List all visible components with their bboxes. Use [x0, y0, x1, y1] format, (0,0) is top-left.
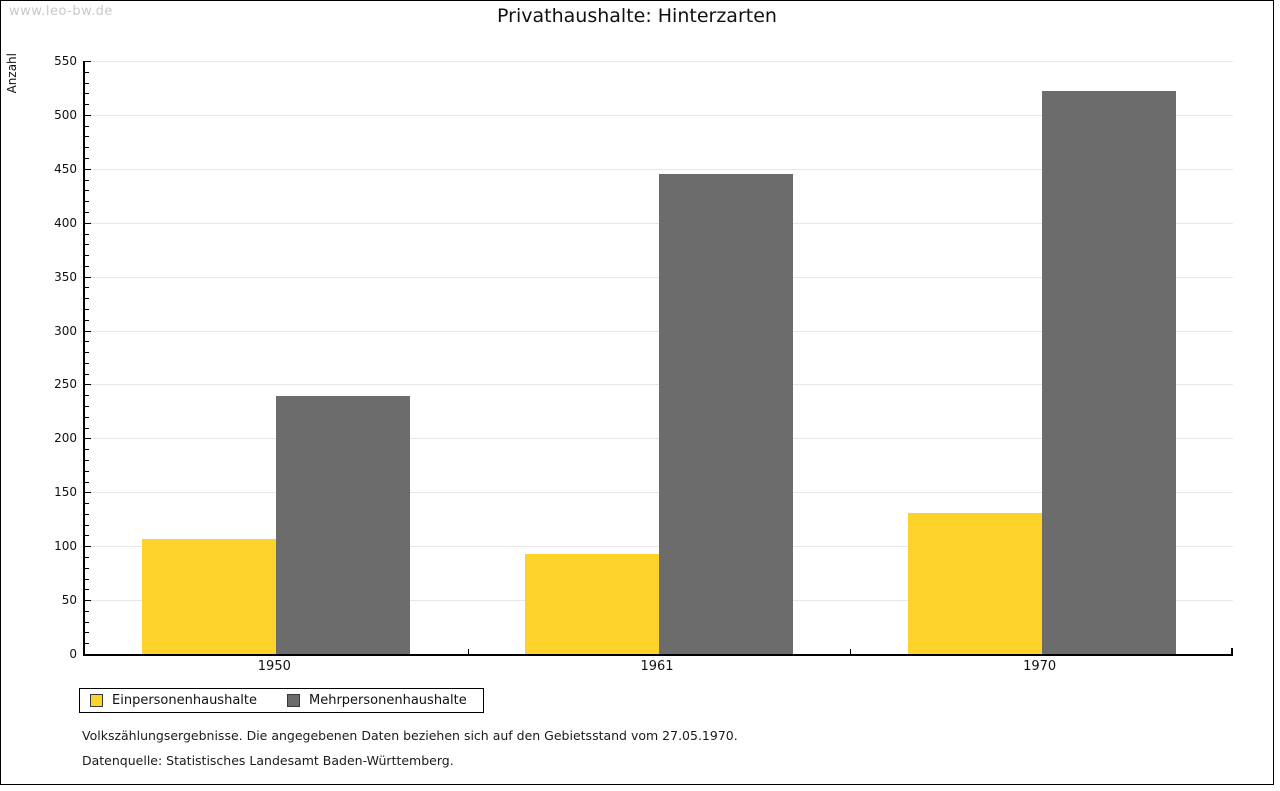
y-minor-tick-60	[85, 589, 89, 591]
legend-swatch-gray	[287, 694, 300, 707]
y-minor-tick-380	[85, 244, 89, 246]
y-minor-tick-280	[85, 352, 89, 354]
y-major-tick-400	[85, 222, 91, 224]
y-minor-tick-240	[85, 395, 89, 397]
y-minor-tick-230	[85, 406, 89, 408]
y-major-tick-50	[85, 600, 91, 602]
y-minor-tick-160	[85, 481, 89, 483]
y-minor-tick-130	[85, 513, 89, 515]
plot-area	[83, 61, 1233, 656]
y-minor-tick-70	[85, 578, 89, 580]
y-minor-tick-190	[85, 449, 89, 451]
watermark-text: www.leo-bw.de	[9, 4, 113, 19]
y-minor-tick-360	[85, 265, 89, 267]
y-minor-tick-470	[85, 147, 89, 149]
y-tick-label-100: 100	[54, 539, 77, 554]
y-tick-label-450: 450	[54, 161, 77, 176]
bar-einpersonenhaushalte-1970	[907, 512, 1042, 654]
y-minor-tick-180	[85, 459, 89, 461]
gridline-500	[85, 114, 1233, 116]
x-divider-tick-1	[467, 649, 469, 654]
y-minor-tick-120	[85, 524, 89, 526]
y-tick-label-550: 550	[54, 54, 77, 68]
bar-einpersonenhaushalte-1961	[525, 553, 659, 654]
y-tick-label-200: 200	[54, 431, 77, 446]
y-tick-label-400: 400	[54, 215, 77, 230]
y-major-tick-150	[85, 492, 91, 494]
bar-mehrpersonenhaushalte-1961	[659, 174, 793, 654]
y-minor-tick-260	[85, 373, 89, 375]
y-minor-tick-480	[85, 136, 89, 138]
y-minor-tick-140	[85, 503, 89, 505]
y-minor-tick-340	[85, 287, 89, 289]
y-tick-label-50: 50	[61, 593, 77, 608]
legend-swatch-yellow	[90, 694, 103, 707]
x-tick-label-1970: 1970	[1023, 659, 1057, 674]
legend-label: Mehrpersonenhaushalte	[309, 693, 467, 708]
y-major-tick-250	[85, 384, 91, 386]
y-minor-tick-10	[85, 643, 89, 645]
y-minor-tick-460	[85, 158, 89, 160]
y-minor-tick-290	[85, 341, 89, 343]
y-minor-tick-220	[85, 416, 89, 418]
y-tick-label-150: 150	[54, 485, 77, 500]
y-minor-tick-370	[85, 255, 89, 257]
chart-title: Privathaushalte: Hinterzarten	[497, 5, 777, 27]
bar-einpersonenhaushalte-1950	[142, 538, 277, 654]
y-tick-label-250: 250	[54, 377, 77, 392]
legend-item-einpersonenhaushalte: Einpersonenhaushalte	[90, 693, 257, 708]
y-minor-tick-110	[85, 535, 89, 537]
x-tick-label-1961: 1961	[640, 659, 674, 674]
footnote-census: Volkszählungsergebnisse. Die angegebenen…	[82, 728, 738, 743]
bar-mehrpersonenhaushalte-1950	[276, 396, 411, 654]
y-tick-label-0: 0	[69, 647, 77, 661]
gridline-550	[85, 61, 1233, 62]
y-minor-tick-90	[85, 556, 89, 558]
y-minor-tick-210	[85, 427, 89, 429]
y-major-tick-300	[85, 330, 91, 332]
x-tick-label-1950: 1950	[257, 659, 291, 674]
y-tick-label-300: 300	[54, 323, 77, 338]
footnote-source: Datenquelle: Statistisches Landesamt Bad…	[82, 753, 454, 768]
y-major-tick-450	[85, 168, 91, 170]
y-minor-tick-320	[85, 308, 89, 310]
y-minor-tick-530	[85, 82, 89, 84]
y-minor-tick-30	[85, 621, 89, 623]
legend-label: Einpersonenhaushalte	[112, 693, 257, 708]
y-tick-label-350: 350	[54, 269, 77, 284]
y-major-tick-200	[85, 438, 91, 440]
y-minor-tick-440	[85, 179, 89, 181]
y-major-tick-500	[85, 114, 91, 116]
y-minor-tick-410	[85, 211, 89, 213]
y-minor-tick-540	[85, 71, 89, 73]
x-axis-end-tick	[1231, 648, 1233, 654]
y-major-tick-550	[85, 61, 91, 62]
legend-item-mehrpersonenhaushalte: Mehrpersonenhaushalte	[287, 693, 467, 708]
y-minor-tick-170	[85, 470, 89, 472]
gridline-450	[85, 168, 1233, 170]
y-major-tick-0	[85, 654, 91, 655]
bar-mehrpersonenhaushalte-1970	[1041, 91, 1176, 654]
y-tick-label-500: 500	[54, 107, 77, 122]
y-minor-tick-330	[85, 298, 89, 300]
y-minor-tick-270	[85, 362, 89, 364]
y-minor-tick-510	[85, 104, 89, 106]
y-minor-tick-20	[85, 632, 89, 634]
legend: Einpersonenhaushalte Mehrpersonenhaushal…	[79, 688, 484, 713]
y-minor-tick-310	[85, 319, 89, 321]
y-minor-tick-430	[85, 190, 89, 192]
y-major-tick-350	[85, 276, 91, 278]
y-major-tick-100	[85, 546, 91, 548]
y-minor-tick-520	[85, 93, 89, 95]
y-minor-tick-420	[85, 201, 89, 203]
x-divider-tick-2	[850, 649, 852, 654]
y-minor-tick-490	[85, 125, 89, 127]
y-minor-tick-390	[85, 233, 89, 235]
y-minor-tick-40	[85, 610, 89, 612]
y-minor-tick-80	[85, 567, 89, 569]
